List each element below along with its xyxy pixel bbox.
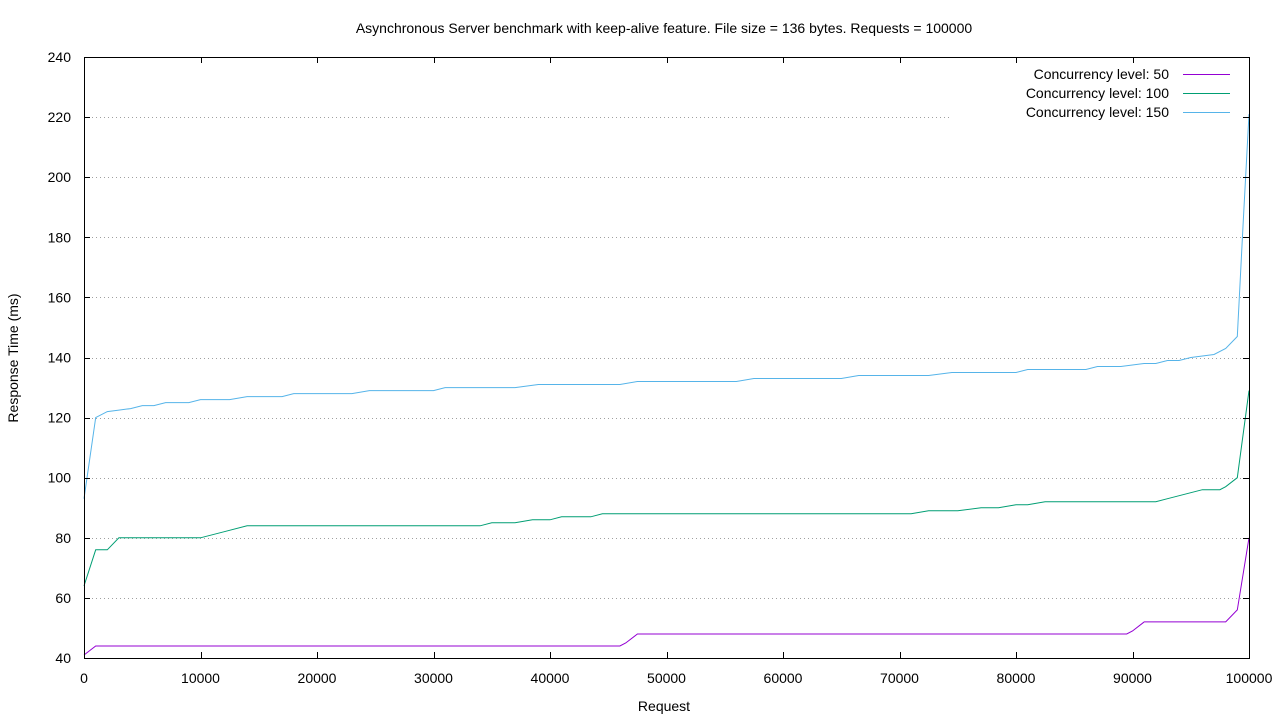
x-tick-label: 50000 — [647, 670, 686, 686]
legend-label-2: Concurrency level: 100 — [1026, 85, 1169, 101]
y-tick-label: 180 — [48, 229, 72, 245]
x-tick-label: 60000 — [764, 670, 803, 686]
series-line-1 — [83, 537, 1250, 656]
y-tick-label: 240 — [48, 49, 72, 65]
x-tick-label: 90000 — [1113, 670, 1152, 686]
y-tick-label: 140 — [48, 350, 72, 366]
x-tick-label: 70000 — [880, 670, 919, 686]
y-tick-label: 220 — [48, 109, 72, 125]
plot-frame — [84, 57, 1250, 659]
series-line-2 — [83, 390, 1250, 587]
legend: Concurrency level: 50 Concurrency level: … — [1026, 66, 1230, 120]
x-axis-title: Request — [638, 698, 690, 714]
y-tick-label: 80 — [55, 530, 71, 546]
series-line-3 — [83, 114, 1250, 499]
x-tick-label: 20000 — [298, 670, 337, 686]
legend-label-3: Concurrency level: 150 — [1026, 104, 1169, 120]
x-tick-label: 10000 — [181, 670, 220, 686]
legend-label-1: Concurrency level: 50 — [1034, 66, 1170, 82]
y-axis-title: Response Time (ms) — [5, 293, 21, 422]
y-tick-label: 60 — [55, 590, 71, 606]
chart-title: Asynchronous Server benchmark with keep-… — [356, 20, 973, 36]
y-tick-label: 40 — [55, 650, 71, 666]
grid — [84, 117, 1249, 599]
x-tick-label: 80000 — [997, 670, 1036, 686]
series-lines — [83, 114, 1250, 656]
x-tick-label: 100000 — [1226, 670, 1273, 686]
x-tick-label: 30000 — [414, 670, 453, 686]
x-tick-label: 40000 — [531, 670, 570, 686]
y-tick-label: 120 — [48, 410, 72, 426]
y-tick-label: 100 — [48, 470, 72, 486]
y-tick-label: 200 — [48, 169, 72, 185]
x-tick-label: 0 — [80, 670, 88, 686]
y-tick-label: 160 — [48, 289, 72, 305]
axis-ticks: 40 60 80 100 120 140 160 180 200 220 240 0 10000 2000… — [48, 49, 1273, 686]
